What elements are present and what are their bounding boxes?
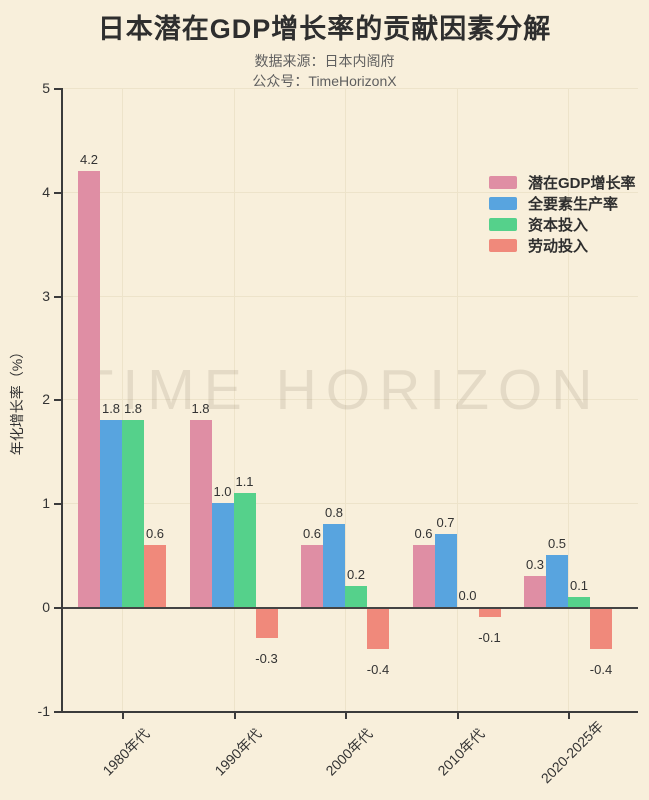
y-tick-label: 2	[42, 391, 50, 408]
bar-劳动投入-1990年代	[255, 607, 278, 639]
bar-劳动投入-2020-2025年	[590, 607, 612, 649]
x-tick-label: 2010年代	[433, 725, 488, 779]
legend-swatch	[489, 217, 517, 231]
bar-劳动投入-2000年代	[367, 607, 389, 649]
legend-label: 潜在GDP增长率	[528, 174, 636, 192]
bar-全要素生产率-1980年代	[100, 420, 122, 607]
bar-value-label: 0.6	[302, 525, 322, 541]
x-tick-mark	[456, 712, 459, 719]
bar-value-label: -0.1	[478, 630, 501, 646]
y-tick-label: 3	[42, 287, 50, 304]
bar-value-label: 0.0	[458, 588, 477, 603]
y-tick-mark	[54, 88, 61, 90]
bar-潜在GDP增长率-2020-2025年	[524, 575, 546, 607]
y-tick-mark	[54, 607, 61, 609]
legend-swatch	[489, 175, 517, 189]
legend: 潜在GDP增长率 全要素生产率 资本投入劳动投入	[489, 175, 636, 259]
y-tick-mark	[54, 503, 61, 506]
x-tick-mark	[345, 712, 347, 719]
y-tick-label: 1	[42, 495, 50, 512]
zero-baseline	[63, 607, 638, 609]
x-axis-spine	[61, 710, 638, 713]
gridline-horizontal	[63, 399, 638, 401]
gridline-horizontal	[63, 503, 638, 505]
y-axis-spine	[61, 88, 63, 713]
bar-value-label: 0.2	[346, 567, 366, 583]
watermark-text: TIME HORIZON	[78, 358, 602, 422]
bar-value-label: 4.2	[79, 152, 99, 168]
bar-value-label: 0.6	[414, 525, 433, 541]
bar-资本投入-2000年代	[345, 586, 367, 607]
bar-全要素生产率-2010年代	[434, 534, 457, 607]
bar-全要素生产率-2000年代	[323, 523, 345, 607]
bar-value-label: 0.3	[525, 556, 545, 572]
y-tick-mark	[54, 710, 61, 713]
bar-value-label: 1.8	[123, 401, 143, 417]
bar-资本投入-1990年代	[233, 492, 256, 607]
legend-item-资本投入: 资本投入	[489, 217, 636, 234]
x-tick-label: 1990年代	[210, 725, 265, 779]
chart-title: 日本潜在GDP增长率的贡献因素分解	[97, 14, 552, 44]
bar-资本投入-1980年代	[122, 420, 144, 607]
legend-item-全要素生产率: 全要素生产率	[489, 196, 636, 213]
bar-value-label: 1.1	[235, 473, 254, 489]
bar-value-label: 0.1	[569, 577, 589, 593]
bar-潜在GDP增长率-1990年代	[189, 420, 212, 607]
gridline-horizontal	[63, 295, 638, 297]
bar-value-label: 1.0	[213, 484, 232, 500]
bar-value-label: 0.8	[324, 504, 344, 520]
legend-item-潜在GDP增长率: 潜在GDP增长率	[489, 175, 636, 192]
bar-value-label: 1.8	[191, 401, 210, 417]
bar-value-label: -0.3	[255, 651, 278, 667]
gridline-vertical	[568, 88, 569, 711]
chart-subtitle-source: 数据来源：日本内阁府	[254, 53, 395, 69]
y-tick-label: 5	[42, 80, 50, 96]
x-tick-label: 2020-2025年	[537, 717, 607, 787]
bar-value-label: 0.6	[145, 525, 165, 541]
y-tick-mark	[54, 399, 61, 402]
bar-潜在GDP增长率-2000年代	[301, 544, 323, 607]
bar-value-label: 0.5	[547, 536, 567, 552]
legend-label: 资本投入	[528, 216, 589, 234]
bar-value-label: -0.4	[366, 661, 390, 677]
gridline-vertical	[345, 88, 346, 711]
gridline-horizontal	[63, 88, 638, 89]
y-tick-label: 4	[42, 183, 50, 200]
legend-item-劳动投入: 劳动投入	[489, 238, 636, 255]
y-tick-label: 0	[42, 599, 50, 615]
bar-潜在GDP增长率-1980年代	[78, 171, 100, 607]
bar-value-label: 1.8	[101, 401, 121, 417]
y-tick-mark	[54, 295, 61, 298]
legend-swatch	[489, 238, 517, 252]
bar-全要素生产率-1990年代	[211, 503, 234, 607]
bar-资本投入-2020-2025年	[568, 596, 590, 607]
chart-subtitle-account: 公众号：TimeHorizonX	[252, 73, 397, 89]
gridline-vertical	[122, 88, 123, 711]
bar-value-label: -0.4	[589, 661, 613, 677]
x-tick-label: 1980年代	[99, 725, 153, 779]
bar-劳动投入-2010年代	[478, 607, 501, 618]
bar-潜在GDP增长率-2010年代	[412, 544, 435, 607]
gridline-horizontal	[63, 191, 638, 193]
x-tick-mark	[233, 712, 236, 719]
x-tick-mark	[122, 712, 124, 719]
y-tick-label: -1	[37, 702, 50, 719]
legend-label: 全要素生产率	[528, 195, 619, 213]
x-tick-label: 2000年代	[322, 725, 376, 779]
gridline-vertical	[456, 88, 458, 711]
y-tick-mark	[54, 191, 61, 194]
bar-劳动投入-1980年代	[144, 544, 166, 607]
x-tick-mark	[568, 712, 570, 719]
legend-label: 劳动投入	[528, 237, 589, 255]
legend-swatch	[489, 196, 517, 210]
bar-全要素生产率-2020-2025年	[546, 555, 568, 607]
bar-value-label: 0.7	[436, 515, 455, 531]
gridline-vertical	[233, 88, 235, 711]
